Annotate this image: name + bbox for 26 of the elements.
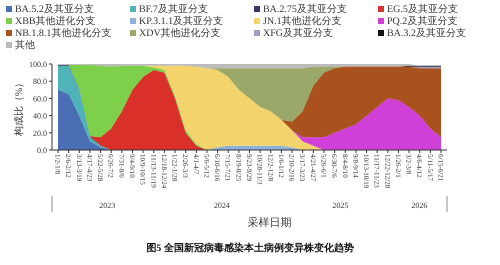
legend-label: XBB其他进化分支 [15,15,96,27]
text: 图5 全国新冠病毒感染本土病例变异株变化趋势 [146,242,354,254]
legend-label: NB.1.8.1其他进化分支 [15,27,112,39]
legend-label: KP.3.1.1及其亚分支 [139,15,224,27]
legend-label: XFG及其亚分支 [263,27,334,39]
text: 2025 [332,201,348,210]
y-tick-label: 80.0 [33,77,47,86]
y-tick-label: 0.0 [37,146,47,155]
legend-label: 其他 [15,39,35,51]
legend-label: BF.7及其亚分支 [139,3,208,15]
x-axis-title: 采样日期 [248,216,292,229]
text: 2024 [214,201,230,210]
y-tick-label: 40.0 [33,112,47,121]
y-tick-label: 100.0 [29,60,47,69]
text: 2026 [411,201,428,210]
y-tick-label: 60.0 [33,94,47,104]
legend-label: PQ.2及其亚分支 [387,15,458,27]
text: 2023 [99,201,116,210]
y-tick-label: 20.0 [33,128,47,138]
legend-label: BA.3.2及其亚分支 [387,27,466,39]
legend-label: EG.5及其亚分支 [387,3,458,15]
legend-label: XDV其他进化分支 [139,27,221,39]
y-axis-title: 构成比（%） [13,78,25,138]
legend-label: JN.1其他进化分支 [263,15,342,27]
legend-label: BA.5.2及其亚分支 [15,3,94,15]
legend-label: BA.2.75及其亚分支 [263,3,347,15]
